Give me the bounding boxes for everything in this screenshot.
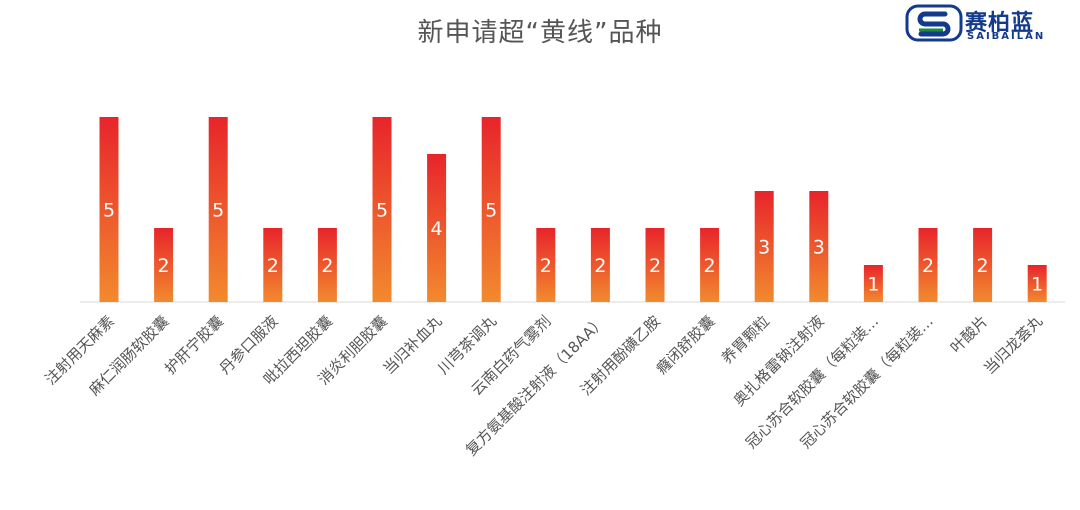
bar-4 xyxy=(317,228,337,302)
chart-title: 新申请超“黄线”品种 xyxy=(417,18,663,48)
bar-value-label-4: 2 xyxy=(321,255,333,277)
bar-value-label-0: 5 xyxy=(103,200,115,222)
bar-value-label-7: 5 xyxy=(485,200,497,222)
category-label-17: 当归龙荟丸 xyxy=(980,312,1046,378)
bar-value-label-8: 2 xyxy=(540,255,552,277)
logo-chinese-text: 赛柏蓝 xyxy=(965,11,1035,36)
bar-5 xyxy=(372,117,392,302)
bar-3 xyxy=(263,228,283,302)
bar-value-label-1: 2 xyxy=(158,255,170,277)
bar-value-label-5: 5 xyxy=(376,200,388,222)
bar-value-label-13: 3 xyxy=(813,237,825,259)
bar-15 xyxy=(918,228,938,302)
bar-9 xyxy=(590,228,610,302)
bar-value-label-9: 2 xyxy=(594,255,606,277)
bar-7 xyxy=(481,117,501,302)
category-label-11: 癃闭舒胶囊 xyxy=(653,312,719,378)
bar-0 xyxy=(99,117,119,302)
bar-value-label-3: 2 xyxy=(267,255,279,277)
bar-2 xyxy=(208,117,228,302)
bar-17 xyxy=(1027,265,1047,302)
bar-16 xyxy=(973,228,993,302)
bar-12 xyxy=(754,191,774,302)
saibailan-logo: 赛柏蓝 SAIBAILAN xyxy=(905,4,1075,44)
bar-value-label-11: 2 xyxy=(704,255,716,277)
bar-value-label-16: 2 xyxy=(977,255,989,277)
bar-value-label-10: 2 xyxy=(649,255,661,277)
bar-10 xyxy=(645,228,665,302)
bar-13 xyxy=(809,191,829,302)
bar-value-label-17: 1 xyxy=(1031,274,1043,296)
bar-value-label-12: 3 xyxy=(758,237,770,259)
bar-6 xyxy=(427,154,447,302)
bar-8 xyxy=(536,228,556,302)
bar-value-label-14: 1 xyxy=(867,274,879,296)
saibailan-logo-icon xyxy=(905,4,963,42)
category-label-6: 当归补血丸 xyxy=(380,312,446,378)
bar-1 xyxy=(154,228,174,302)
bar-value-label-6: 4 xyxy=(431,218,443,240)
bar-value-label-15: 2 xyxy=(922,255,934,277)
bar-14 xyxy=(863,265,883,302)
category-label-12: 养胃颗粒 xyxy=(718,312,773,367)
category-label-16: 叶酸片 xyxy=(947,312,992,357)
bar-value-label-2: 5 xyxy=(212,200,224,222)
bar-11 xyxy=(700,228,720,302)
logo-english-text: SAIBAILAN xyxy=(967,31,1046,42)
category-label-2: 护肝宁胶囊 xyxy=(161,312,227,378)
